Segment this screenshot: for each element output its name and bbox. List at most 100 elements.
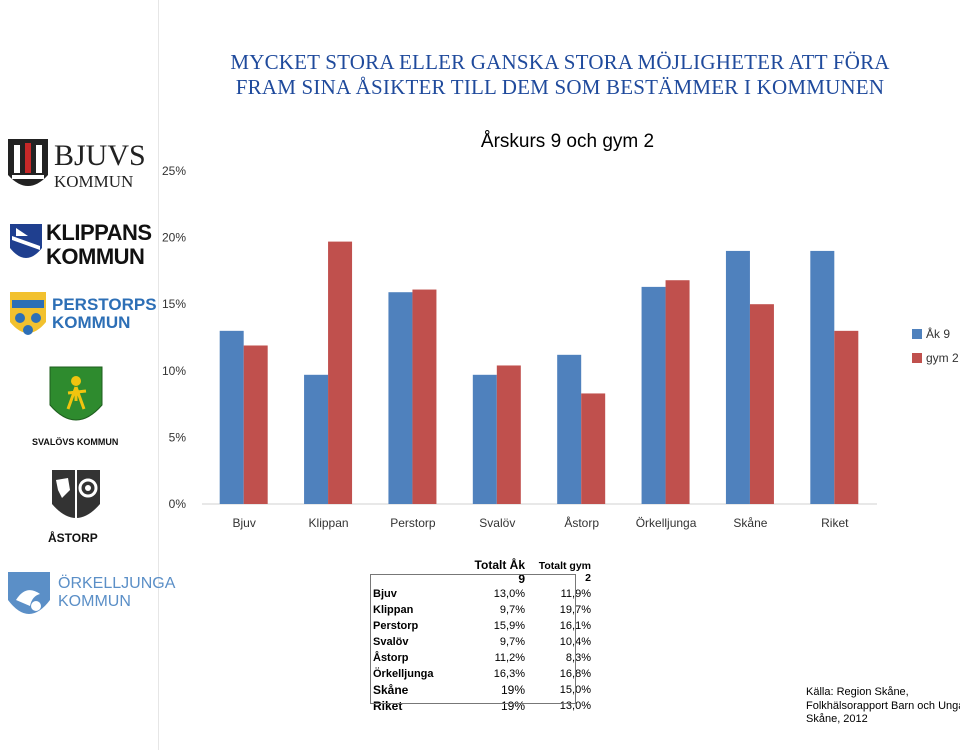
table-cell-name: Svalöv (373, 636, 409, 648)
x-tick-label: Bjuv (233, 516, 256, 530)
logo-astorp: ÅSTORP (6, 468, 152, 548)
source-note: Källa: Region Skåne, Folkhälsorapport Ba… (806, 686, 960, 727)
slide-title: MYCKET STORA ELLER GANSKA STORA MÖJLIGHE… (160, 50, 960, 100)
table-cell-gym2: 11,9% (560, 588, 591, 600)
table-row: Perstorp 15,9% 16,1% (370, 618, 594, 634)
bar-gym2 (243, 345, 268, 504)
logo-bjuv-main: BJUVS (54, 139, 146, 172)
y-tick-label: 20% (162, 231, 186, 245)
table-row: Åstorp 11,2% 8,3% (370, 650, 594, 666)
table-row: Bjuv 13,0% 11,9% (370, 586, 594, 602)
source-line-3: Skåne, 2012 (806, 713, 868, 725)
bar-gym2 (328, 241, 353, 504)
logo-svalov: SVALÖVS KOMMUN (6, 365, 152, 450)
bjuv-coat-of-arms-icon (8, 139, 48, 186)
klippan-coat-of-arms-icon (10, 224, 42, 258)
bar-gym2 (496, 365, 521, 504)
table-row: Skåne 19% 15,0% (370, 682, 594, 698)
table-cell-name: Klippan (373, 604, 414, 616)
table-cell-gym2: 8,3% (565, 652, 591, 664)
table-cell-ak9: 13,0% (493, 588, 525, 600)
bar-gym2 (412, 289, 437, 504)
data-table: Totalt Åk 9 Totalt gym 2 Bjuv 13,0% 11,9% K… (370, 558, 594, 714)
logo-sidebar: BJUVS KOMMUN KLIPPANS KOMMUN PERSTORPS K… (0, 0, 175, 750)
logo-orkelljunga: ÖRKELLJUNGA KOMMUN (6, 570, 175, 628)
table-header-gym2: Totalt gym 2 (538, 560, 591, 584)
astorp-coat-of-arms-icon (52, 470, 100, 518)
legend-swatch (912, 329, 922, 339)
bar-gym2 (581, 393, 606, 504)
bar-ak9 (725, 250, 750, 504)
table-cell-ak9: 19% (500, 683, 525, 697)
table-row: Klippan 9,7% 19,7% (370, 602, 594, 618)
source-line-1: Källa: Region Skåne, (806, 686, 909, 698)
logo-bjuv: BJUVS KOMMUN (6, 135, 152, 197)
x-tick-label: Skåne (733, 516, 767, 530)
table-cell-gym2: 16,1% (559, 620, 591, 632)
table-cell-gym2: 10,4% (559, 636, 591, 648)
table-cell-ak9: 11,2% (494, 652, 525, 664)
bar-ak9 (557, 354, 582, 504)
table-row: Örkelljunga 16,3% 16,8% (370, 666, 594, 682)
y-tick-label: 5% (169, 430, 187, 444)
table-row: Riket 19% 13,0% (370, 698, 594, 714)
table-header-row: Totalt Åk 9 Totalt gym 2 (370, 558, 594, 586)
logo-orkelljunga-main: ÖRKELLJUNGA (58, 575, 176, 592)
bar-ak9 (641, 286, 666, 504)
bar-ak9 (304, 374, 329, 504)
legend-label: gym 2 (926, 351, 959, 365)
table-cell-ak9: 15,9% (493, 620, 525, 632)
table-cell-gym2: 15,0% (559, 684, 591, 696)
table-cell-name: Åstorp (373, 652, 409, 664)
table-cell-name: Skåne (373, 683, 409, 697)
logo-orkelljunga-sub: KOMMUN (58, 593, 131, 610)
table-cell-ak9: 19% (500, 699, 525, 713)
orkelljunga-coat-of-arms-icon (8, 572, 50, 614)
table-header-ak9: Totalt Åk 9 (474, 558, 525, 586)
bar-ak9 (219, 330, 244, 504)
slide-title-line1: MYCKET STORA ELLER GANSKA STORA MÖJLIGHE… (230, 50, 890, 74)
table-cell-ak9: 9,7% (499, 604, 525, 616)
y-tick-label: 15% (162, 297, 186, 311)
bar-ak9 (472, 374, 497, 504)
svalov-coat-of-arms-icon (49, 366, 103, 421)
source-line-2: Folkhälsorapport Barn och Unga i (806, 699, 960, 712)
logo-perstorp-main: PERSTORPS (52, 295, 157, 314)
logo-klippan: KLIPPANS KOMMUN (6, 220, 152, 268)
table-cell-gym2: 16,8% (559, 668, 591, 680)
table-cell-gym2: 19,7% (559, 604, 591, 616)
logo-astorp-main: ÅSTORP (48, 531, 98, 545)
bar-ak9 (810, 250, 835, 504)
bar-chart: Årskurs 9 och gym 2 0% 5% 10% 15% 20% 25% Bjuv K… (162, 131, 959, 530)
table-cell-name: Riket (373, 699, 403, 713)
x-tick-label: Perstorp (390, 516, 436, 530)
logo-bjuv-sub: KOMMUN (54, 172, 134, 191)
logo-klippan-sub: KOMMUN (46, 244, 145, 269)
x-tick-label: Svalöv (479, 516, 515, 530)
x-tick-label: Örkelljunga (636, 516, 697, 530)
table-cell-ak9: 16,3% (493, 668, 525, 680)
legend-label: Åk 9 (926, 326, 950, 341)
bar-ak9 (388, 292, 413, 504)
table-cell-ak9: 9,7% (499, 636, 525, 648)
legend-swatch (912, 353, 922, 363)
logo-klippan-main: KLIPPANS (46, 220, 152, 245)
y-tick-label: 25% (162, 164, 186, 178)
table-header-empty (370, 558, 464, 586)
x-tick-label: Åstorp (564, 515, 599, 530)
bar-gym2 (749, 304, 774, 504)
y-tick-label: 0% (169, 497, 187, 511)
table-cell-name: Bjuv (373, 588, 397, 600)
x-tick-label: Klippan (309, 516, 349, 530)
logo-svalov-main: SVALÖVS KOMMUN (32, 437, 119, 447)
table-cell-name: Perstorp (373, 620, 419, 632)
x-tick-label: Riket (821, 516, 849, 530)
bar-gym2 (665, 280, 690, 504)
slide-title-line2: FRAM SINA ÅSIKTER TILL DEM SOM BESTÄMMER… (235, 75, 885, 99)
perstorp-coat-of-arms-icon (10, 292, 46, 335)
y-tick-label: 10% (162, 364, 186, 378)
table-row: Svalöv 9,7% 10,4% (370, 634, 594, 650)
bar-gym2 (834, 330, 859, 504)
logo-perstorp-sub: KOMMUN (52, 313, 131, 332)
logo-perstorp: PERSTORPS KOMMUN (6, 290, 157, 345)
